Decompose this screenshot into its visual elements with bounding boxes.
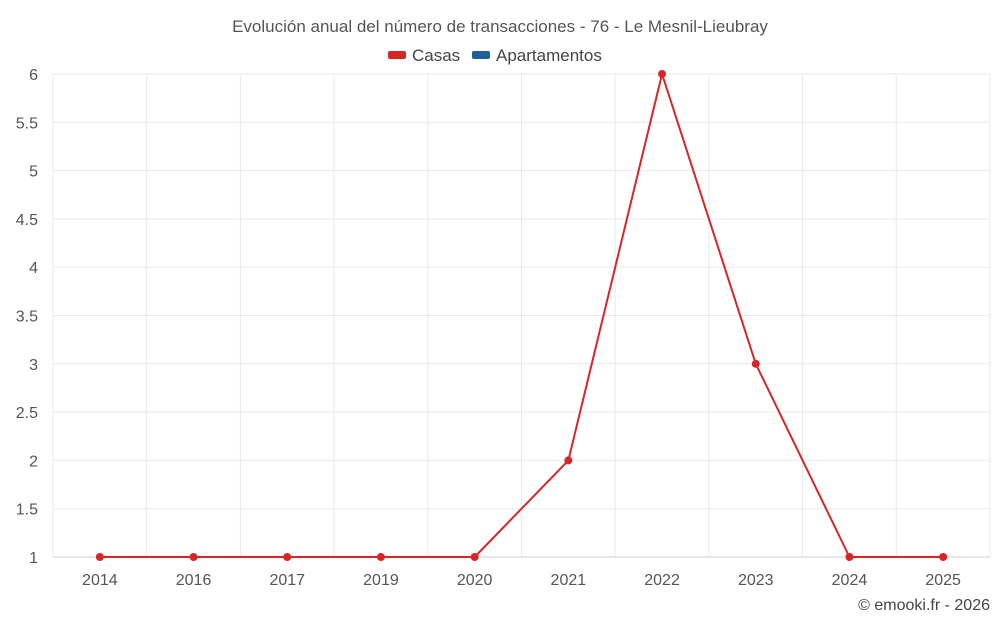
x-tick-label: 2019 [363,572,399,589]
y-tick-label: 1.5 [16,502,38,519]
data-point[interactable] [658,70,667,78]
y-tick-label: 2.5 [16,405,38,422]
y-tick-label: 1 [29,550,38,567]
y-tick-label: 2 [29,453,38,470]
legend-swatch-casas [388,51,406,59]
credit-text: © emooki.fr - 2026 [858,597,990,614]
x-tick-label: 2021 [551,572,587,589]
chart-title: Evolución anual del número de transaccio… [232,17,768,36]
grid [52,73,991,558]
data-point[interactable] [845,553,854,561]
legend-swatch-apartamentos [472,51,490,59]
y-tick-label: 5.5 [16,115,38,132]
x-axis: 2014 2016 2017 2019 2020 2021 2022 2023 2024 2025 [53,556,990,589]
x-tick-label: 2020 [457,572,493,589]
data-point[interactable] [189,553,198,561]
data-point[interactable] [470,553,479,561]
data-point[interactable] [376,553,385,561]
y-tick-label: 3.5 [16,309,38,326]
x-tick-label: 2024 [832,572,868,589]
data-point[interactable] [939,553,948,561]
legend-label-apartamentos: Apartamentos [496,46,602,65]
x-tick-label: 2014 [82,572,118,589]
y-tick-label: 4.5 [16,212,38,229]
x-tick-label: 2022 [644,572,680,589]
legend-item-apartamentos[interactable]: Apartamentos [472,46,602,65]
x-tick-label: 2016 [176,572,212,589]
data-point[interactable] [751,359,760,368]
y-tick-label: 4 [29,260,38,277]
y-tick-label: 6 [29,67,38,84]
legend-label-casas: Casas [412,46,460,65]
x-tick-label: 2017 [269,572,305,589]
legend: Casas Apartamentos [388,46,602,65]
data-point[interactable] [564,456,573,465]
legend-item-casas[interactable]: Casas [388,46,460,65]
x-tick-label: 2023 [738,572,774,589]
y-axis: 1 1.5 2 2.5 3 3.5 4 4.5 5 5.5 6 [16,67,38,567]
series-casas [95,70,948,561]
data-point[interactable] [283,553,292,561]
x-tick-label: 2025 [925,572,961,589]
y-tick-label: 5 [29,164,38,181]
series-line-casas [99,73,944,558]
data-point[interactable] [95,553,104,561]
y-tick-label: 3 [29,357,38,374]
